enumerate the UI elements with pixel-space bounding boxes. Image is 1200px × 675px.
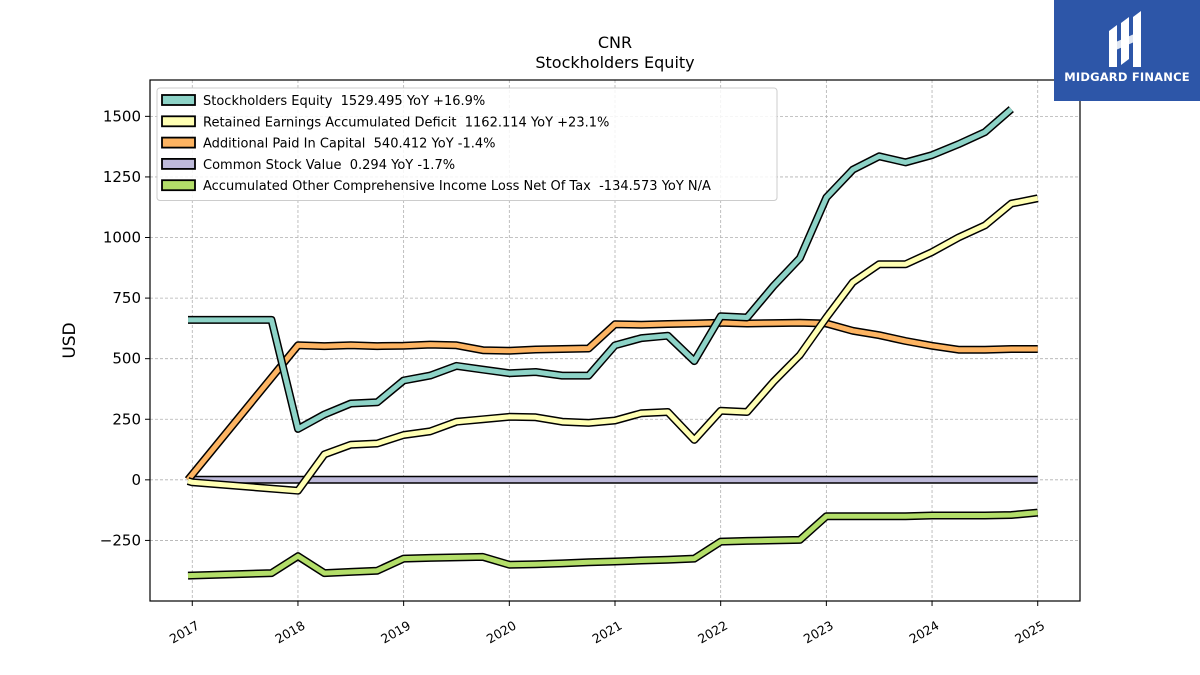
series-line [188, 107, 1013, 432]
y-tick-label: 1250 [103, 168, 141, 186]
y-tick-label: 250 [112, 410, 141, 428]
x-tick-label: 2025 [1012, 618, 1047, 647]
y-tick-label: 500 [112, 350, 141, 368]
legend-swatch [161, 157, 196, 170]
legend-entry-label: Retained Earnings Accumulated Deficit 11… [203, 115, 609, 130]
legend-swatch [161, 94, 196, 106]
brand-name: MIDGARD FINANCE [1064, 70, 1190, 84]
series-line [187, 195, 1039, 494]
x-tick-label: 2019 [378, 618, 413, 647]
chart-title: CNR [597, 33, 633, 52]
x-tick-label: 2018 [272, 618, 307, 647]
x-tick-label: 2017 [167, 618, 202, 647]
brand-logo: MIDGARD FINANCE [1054, 0, 1200, 101]
y-tick-label: 1500 [103, 107, 141, 125]
midgard-logo-icon [1109, 11, 1141, 67]
series-line [186, 320, 1038, 482]
legend-swatch [161, 179, 196, 192]
x-tick-label: 2020 [484, 618, 519, 647]
x-tick-label: 2024 [906, 618, 941, 647]
legend-entry-label: Accumulated Other Comprehensive Income L… [203, 179, 711, 194]
legend-swatch [161, 136, 196, 149]
legend-entry-label: Common Stock Value 0.294 YoY -1.7% [203, 158, 455, 173]
x-tick-label: 2023 [801, 618, 836, 647]
series-line [187, 510, 1038, 579]
y-tick-label: 1000 [103, 229, 141, 247]
legend-entry-label: Additional Paid In Capital 540.412 YoY -… [203, 137, 496, 152]
legend-swatch [161, 115, 196, 128]
y-axis-label: USD [60, 322, 80, 358]
chart-subtitle: Stockholders Equity [535, 53, 695, 72]
y-tick-label: 0 [131, 471, 141, 489]
legend-box [156, 87, 778, 201]
y-tick-label: −250 [100, 531, 141, 549]
legend-entry-label: Stockholders Equity 1529.495 YoY +16.9% [203, 94, 485, 109]
x-tick-label: 2021 [589, 618, 624, 647]
y-tick-label: 750 [112, 289, 141, 307]
x-tick-label: 2022 [695, 618, 730, 647]
